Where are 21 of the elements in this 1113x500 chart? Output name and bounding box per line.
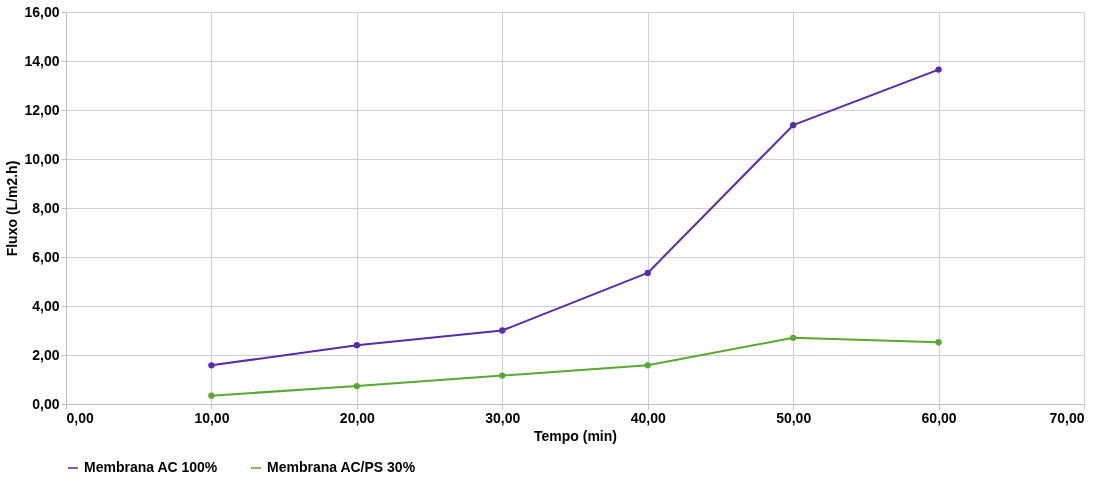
y-tick-label: 4,00 [32, 297, 60, 314]
legend-label: Membrana AC/PS 30% [267, 459, 416, 475]
x-tick-label: 50,00 [776, 409, 812, 426]
x-tick-label: 20,00 [339, 409, 376, 426]
y-tick-label: 6,00 [32, 248, 60, 265]
x-tick-label: 0,00 [66, 409, 94, 426]
y-tick-label: 14,00 [24, 52, 60, 69]
y-axis-title: Fluxo (L/m2.h) [4, 160, 21, 257]
y-tick-label: 8,00 [32, 199, 60, 216]
y-tick-label: 10,00 [24, 150, 60, 167]
x-tick-label: 30,00 [485, 409, 521, 426]
y-tick-label: 12,00 [24, 101, 60, 118]
y-tick-label: 0,00 [32, 395, 60, 412]
legend-label: Membrana AC 100% [84, 459, 218, 475]
x-tick-label: 60,00 [921, 409, 957, 426]
x-tick-label: 70,00 [1049, 409, 1085, 426]
x-tick-label: 40,00 [630, 409, 666, 426]
y-tick-label: 16,00 [24, 3, 60, 20]
x-tick-label: 10,00 [194, 409, 230, 426]
y-tick-label: 2,00 [32, 346, 60, 363]
x-axis-title: Tempo (min) [534, 427, 617, 444]
